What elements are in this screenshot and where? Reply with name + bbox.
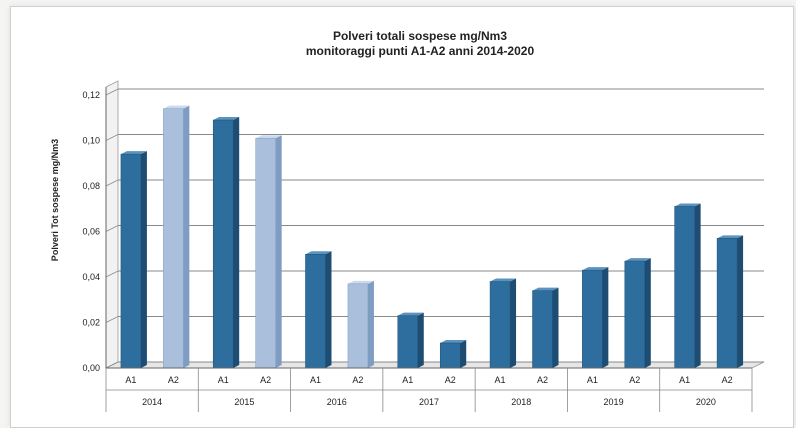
bar-2014-a1 (120, 153, 142, 369)
bar-2017-a2-top (440, 339, 467, 343)
bar-2017-a1-top (397, 312, 424, 316)
x-tick-label-point: A2 (352, 375, 363, 385)
bar-2016-a2-side (367, 280, 374, 368)
chart-side-wall (105, 80, 119, 369)
bar-2016-a1-side (325, 251, 332, 368)
bar-2015-a1-top (213, 117, 240, 121)
chart-title-line-1: Polveri totali sospese mg/Nm3 (333, 29, 507, 43)
bar-2019-a1-side (602, 267, 609, 368)
bar-2014-a2-side (183, 105, 190, 369)
bar-2019-a2-side (644, 258, 651, 368)
x-tick-label-year: 2014 (142, 397, 162, 407)
x-tick-label-point: A2 (722, 375, 733, 385)
bar-2017-a1 (397, 315, 419, 369)
bar-2020-a2-side (737, 235, 744, 368)
plot-area: 0,00 0,02 0,04 0,06 0,08 0,10 0,12 A1 A2 2014 A1 A2… (82, 80, 765, 412)
x-tick-label-point: A1 (402, 375, 413, 385)
y-tick-label: 0,08 (82, 181, 100, 191)
bar-2016-a1 (305, 254, 326, 369)
x-tick-label-point: A2 (260, 375, 271, 385)
x-tick-label-point: A2 (168, 375, 179, 385)
gridline-depth (105, 179, 119, 187)
bar-2020-a2 (716, 238, 738, 369)
x-tick-label-year: 2018 (511, 397, 531, 407)
x-tick-label-year: 2019 (604, 397, 624, 407)
x-tick-label-point: A1 (587, 375, 598, 385)
x-tick-label-point: A1 (495, 375, 506, 385)
x-tick-label-point: A2 (537, 375, 548, 385)
bar-2016-a2 (347, 283, 369, 369)
x-tick-label-point: A1 (679, 375, 690, 385)
bar-2015-a2 (255, 137, 276, 369)
y-tick-label: 0,12 (82, 90, 100, 100)
y-tick-label: 0,04 (82, 272, 100, 282)
x-tick-label-year: 2015 (234, 397, 254, 407)
x-tick-label-point: A2 (629, 375, 640, 385)
bar-2018-a1-top (490, 278, 517, 282)
bar-2018-a1 (489, 281, 511, 369)
bar-2018-a2-side (552, 287, 559, 368)
y-tick-label: 0,02 (82, 318, 100, 328)
bar-2019-a2 (624, 260, 646, 369)
gridline-depth (105, 270, 119, 278)
bar-2017-a1-side (417, 312, 424, 368)
y-axis-label: Polveri Tot sospese mg/Nm3 (50, 139, 60, 261)
bar-2017-a2-side (460, 339, 467, 368)
x-tick-label-year: 2016 (327, 397, 347, 407)
bar-2014-a2-top (163, 105, 190, 109)
bar-2016-a1-top (305, 251, 332, 255)
y-tick-label: 0,10 (82, 136, 100, 146)
bar-2020-a1-top (674, 203, 701, 207)
x-tick-label-point: A1 (125, 375, 136, 385)
bar-2018-a2 (532, 290, 553, 369)
bar-2014-a1-top (120, 151, 147, 155)
x-tick-label-year: 2020 (696, 397, 716, 407)
bar-2020-a1-side (694, 203, 701, 368)
x-tick-label-point: A1 (310, 375, 321, 385)
bar-2018-a1-side (510, 278, 517, 368)
bar-2014-a2 (163, 108, 184, 369)
bar-2018-a2-top (532, 287, 559, 291)
y-tick-label: 0,06 (82, 227, 100, 237)
gridline-depth (105, 316, 119, 323)
bar-2014-a1-side (140, 151, 147, 368)
x-tick-label-point: A2 (445, 375, 456, 385)
x-tick-label-point: A1 (218, 375, 229, 385)
bar-2015-a2-side (275, 135, 282, 368)
chart-title-line-2: monitoraggi punti A1-A2 anni 2014-2020 (306, 44, 535, 58)
bar-2015-a2-top (255, 135, 282, 139)
bar-2019-a2-top (624, 258, 651, 262)
bar-2019-a1-top (582, 267, 609, 271)
gridline-depth (105, 361, 119, 369)
gridline-depth (105, 88, 119, 96)
bar-2020-a1 (674, 206, 695, 369)
y-tick-label: 0,00 (82, 363, 100, 373)
bar-2015-a1 (212, 119, 234, 369)
bar-2020-a2-top (717, 235, 744, 239)
gridline-depth (105, 134, 119, 141)
bar-2016-a2-top (347, 280, 374, 284)
bar-2019-a1 (582, 269, 603, 369)
gridline-depth (105, 225, 119, 232)
chart-floor (105, 361, 765, 369)
bar-2015-a1-side (233, 117, 240, 369)
x-tick-label-year: 2017 (419, 397, 439, 407)
bar-2017-a2 (439, 342, 461, 369)
